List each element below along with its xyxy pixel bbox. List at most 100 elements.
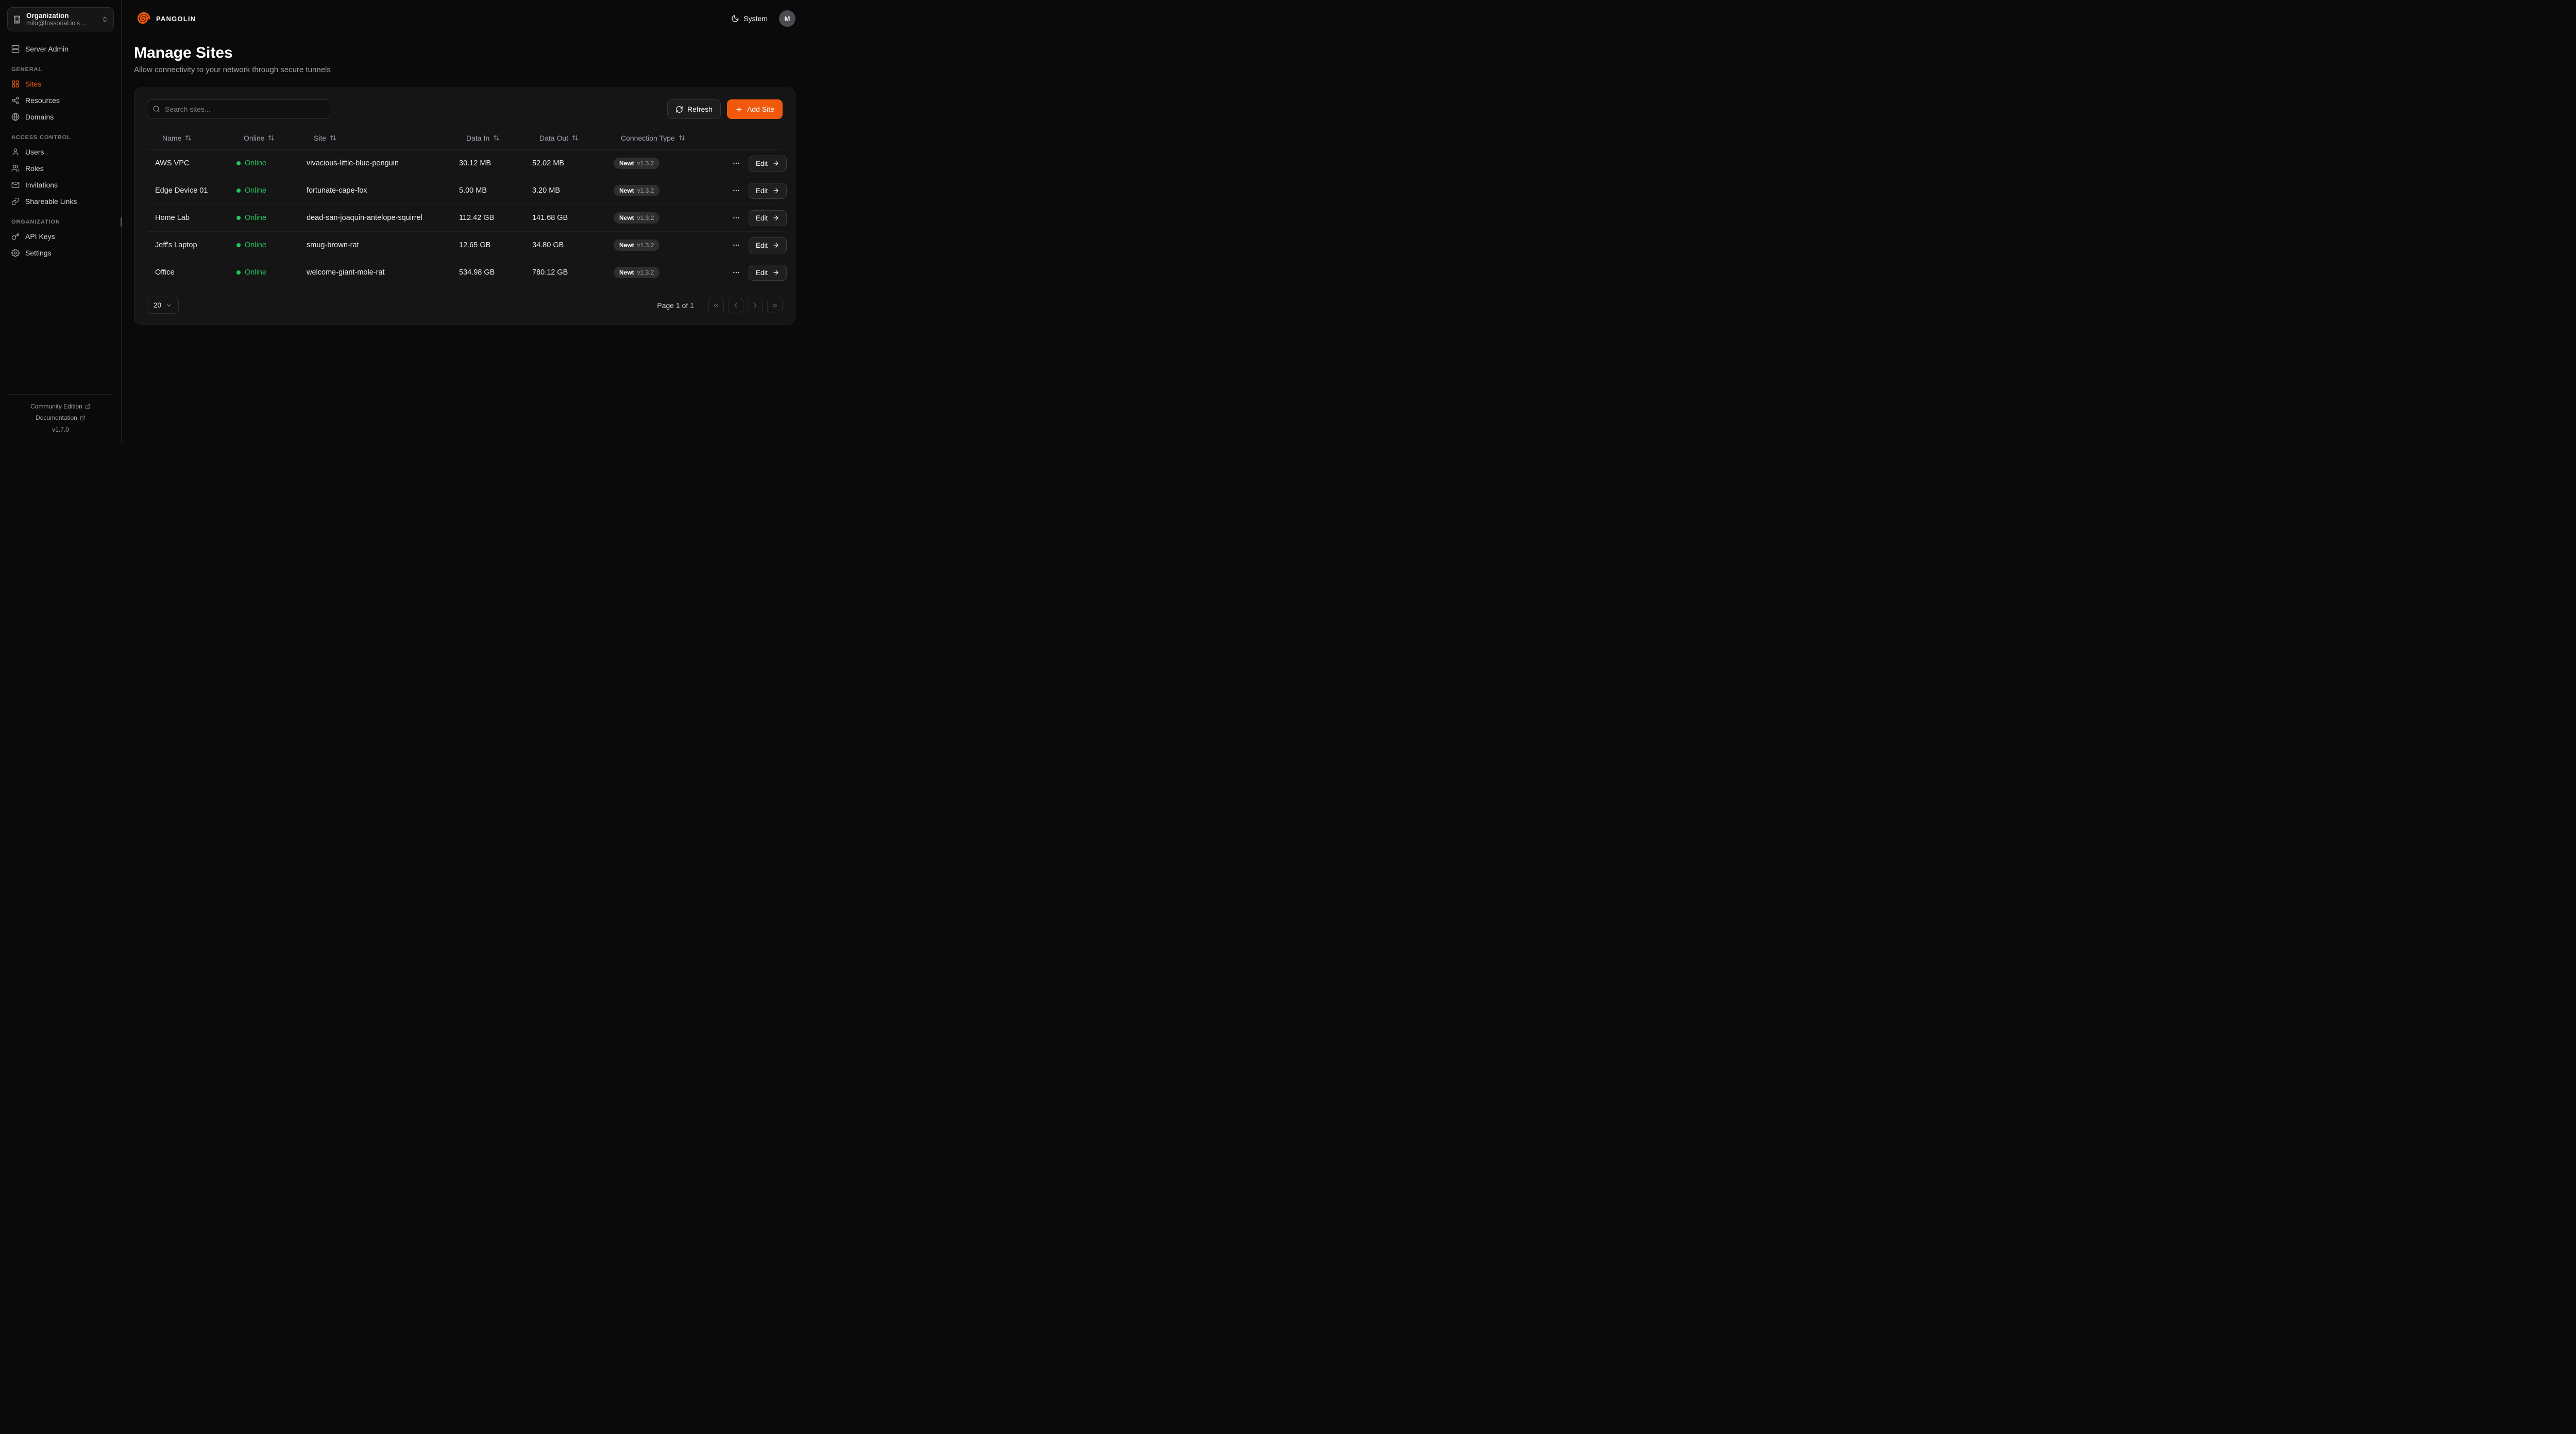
arrow-right-icon	[772, 242, 779, 249]
connection-type-badge: Newt v1.3.2	[614, 267, 660, 278]
arrow-right-icon	[772, 160, 779, 167]
online-dot	[236, 243, 241, 247]
page-size-select[interactable]: 20	[147, 297, 179, 314]
edit-button[interactable]: Edit	[749, 237, 787, 253]
sidebar: Organization milo@fossorial.io's ... Ser…	[0, 0, 122, 443]
column-header-data-out[interactable]: Data Out	[539, 134, 579, 142]
row-actions: Edit	[721, 210, 789, 226]
globe-icon	[11, 113, 20, 121]
search-wrap	[147, 99, 330, 119]
brand: PANGOLIN	[134, 10, 196, 27]
toolbar-actions: Refresh Add Site	[667, 99, 783, 119]
sidebar-item-api-keys[interactable]: API Keys	[7, 228, 114, 245]
sidebar-item-label: Domains	[25, 113, 54, 121]
chevron-down-icon	[166, 302, 172, 309]
sidebar-item-invitations[interactable]: Invitations	[7, 177, 114, 193]
ellipsis-icon	[732, 159, 740, 167]
edit-button[interactable]: Edit	[749, 182, 787, 199]
chevron-left-icon	[732, 302, 739, 309]
sidebar-item-label: Shareable Links	[25, 197, 77, 206]
app-root: Organization milo@fossorial.io's ... Ser…	[0, 0, 808, 443]
pagination: Page 1 of 1	[657, 297, 783, 313]
data-out: 780.12 GB	[532, 268, 568, 277]
sites-card: Refresh Add Site Name Online Site Data I…	[134, 88, 795, 325]
users-icon	[11, 164, 20, 173]
avatar[interactable]: M	[779, 10, 795, 27]
site-slug: fortunate-cape-fox	[307, 186, 367, 195]
ellipsis-icon	[732, 268, 740, 277]
site-name: Office	[155, 268, 175, 277]
online-dot	[236, 161, 241, 165]
card-toolbar: Refresh Add Site	[147, 99, 783, 119]
column-header-site[interactable]: Site	[314, 134, 336, 142]
connection-type-badge: Newt v1.3.2	[614, 240, 660, 251]
link-icon	[11, 197, 20, 206]
community-edition-link[interactable]: Community Edition	[30, 401, 91, 413]
ellipsis-icon	[732, 241, 740, 249]
table-row: Jeff's Laptop Online smug-brown-rat 12.6…	[147, 232, 787, 259]
data-out: 52.02 MB	[532, 159, 565, 167]
last-page-button[interactable]	[767, 297, 783, 313]
edit-button[interactable]: Edit	[749, 155, 787, 172]
row-menu-button[interactable]	[729, 211, 743, 225]
column-header-connection-type[interactable]: Connection Type	[621, 134, 685, 142]
chevrons-right-icon	[771, 302, 778, 309]
next-page-button[interactable]	[748, 297, 763, 313]
sidebar-item-roles[interactable]: Roles	[7, 160, 114, 177]
row-menu-button[interactable]	[729, 156, 743, 170]
row-menu-button[interactable]	[729, 265, 743, 280]
online-dot	[236, 216, 241, 220]
refresh-button[interactable]: Refresh	[667, 99, 721, 119]
connection-type-badge: Newt v1.3.2	[614, 185, 660, 196]
org-selector[interactable]: Organization milo@fossorial.io's ...	[7, 7, 114, 31]
edit-button[interactable]: Edit	[749, 264, 787, 281]
first-page-button[interactable]	[708, 297, 724, 313]
search-icon	[152, 105, 160, 113]
sidebar-item-label: Settings	[25, 249, 52, 257]
row-menu-button[interactable]	[729, 238, 743, 252]
org-title: Organization	[26, 12, 69, 20]
share-icon	[11, 96, 20, 105]
prev-page-button[interactable]	[728, 297, 743, 313]
ellipsis-icon	[732, 214, 740, 222]
online-dot	[236, 189, 241, 193]
connection-type-badge: Newt v1.3.2	[614, 158, 660, 169]
grid-icon	[11, 80, 20, 88]
sidebar-item-label: Resources	[25, 96, 60, 105]
row-actions: Edit	[721, 264, 789, 281]
add-site-button[interactable]: Add Site	[727, 99, 783, 119]
sidebar-item-users[interactable]: Users	[7, 144, 114, 160]
page-head: Manage Sites Allow connectivity to your …	[134, 44, 795, 74]
sidebar-item-label: Roles	[25, 164, 44, 173]
chevrons-left-icon	[713, 302, 720, 309]
sidebar-item-settings[interactable]: Settings	[7, 245, 114, 261]
theme-toggle-button[interactable]: System	[731, 14, 768, 23]
column-header-online[interactable]: Online	[244, 134, 275, 142]
sidebar-item-domains[interactable]: Domains	[7, 109, 114, 125]
documentation-link[interactable]: Documentation	[36, 412, 86, 424]
sidebar-item-sites[interactable]: Sites	[7, 76, 114, 92]
search-input[interactable]	[147, 99, 330, 119]
sidebar-item-server-admin[interactable]: Server Admin	[7, 41, 114, 57]
online-status: Online	[228, 268, 298, 277]
arrow-right-icon	[772, 214, 779, 221]
sidebar-footer: Community Edition Documentation v1.7.0	[7, 394, 114, 443]
sidebar-item-label: Invitations	[25, 181, 58, 189]
sidebar-item-resources[interactable]: Resources	[7, 92, 114, 109]
data-out: 34.80 GB	[532, 241, 564, 249]
data-out: 141.68 GB	[532, 214, 568, 222]
topbar-right: System M	[731, 10, 795, 27]
ellipsis-icon	[732, 186, 740, 195]
org-selector-text: Organization milo@fossorial.io's ...	[26, 12, 96, 27]
sidebar-item-shareable-links[interactable]: Shareable Links	[7, 193, 114, 210]
key-icon	[11, 232, 20, 241]
sidebar-resize-handle[interactable]	[121, 217, 122, 227]
arrow-right-icon	[772, 187, 779, 194]
section-label-access-control: ACCESS CONTROL	[11, 134, 71, 141]
column-header-data-in[interactable]: Data In	[466, 134, 500, 142]
plus-icon	[735, 106, 743, 113]
row-menu-button[interactable]	[729, 183, 743, 198]
edit-button[interactable]: Edit	[749, 210, 787, 226]
gear-icon	[11, 249, 20, 257]
column-header-name[interactable]: Name	[162, 134, 192, 142]
